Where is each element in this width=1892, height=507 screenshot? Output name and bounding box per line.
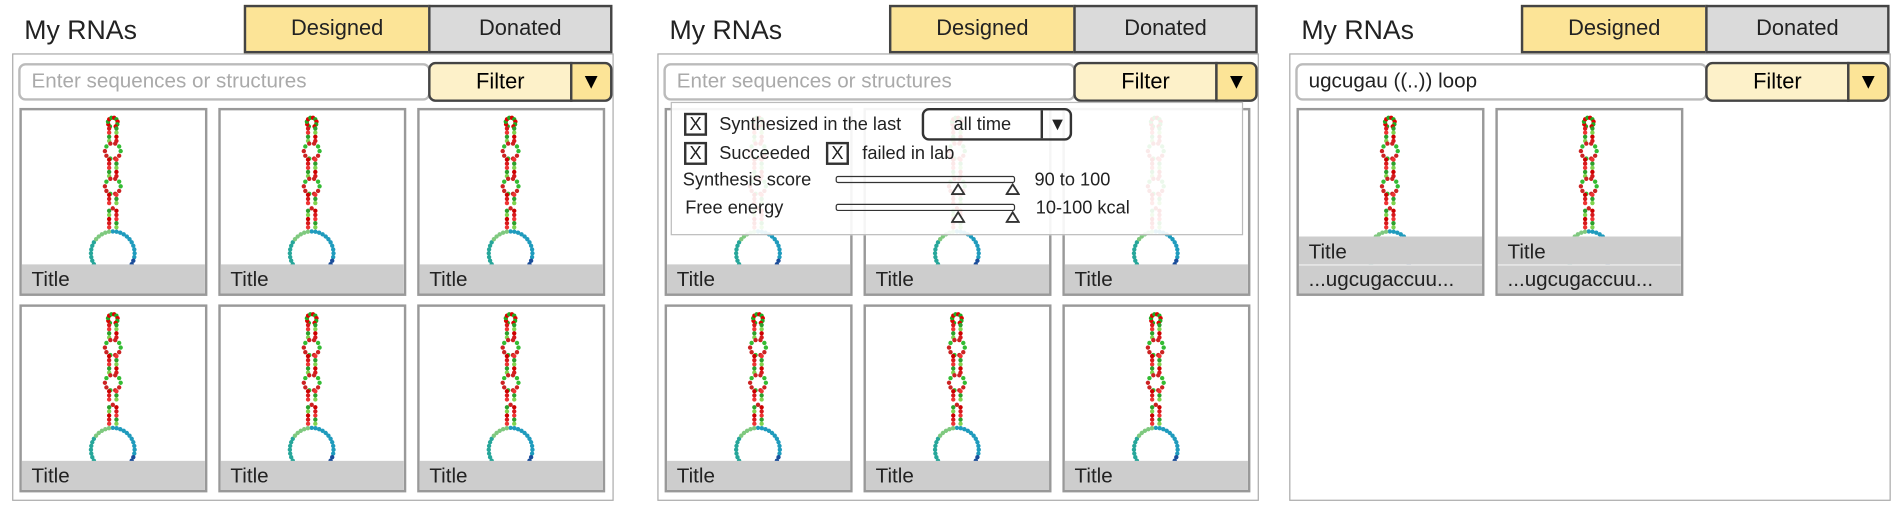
slider-handle[interactable] [1005, 183, 1020, 195]
tab-donated[interactable]: Donated [1705, 4, 1890, 54]
rna-card[interactable]: Title [417, 107, 606, 296]
rna-card[interactable]: Title [218, 107, 407, 296]
panel: My RNAs Designed Donated Enter sequences or… [10, 0, 616, 507]
list-box [1289, 53, 1891, 501]
slider-handle[interactable] [1005, 211, 1020, 223]
rna-structure [287, 312, 336, 467]
card-title: Title [1064, 460, 1248, 490]
checkbox[interactable]: X [684, 112, 708, 136]
card-sequence: ...ugcugaccuu... [1298, 264, 1483, 294]
card-title: Title [419, 264, 603, 294]
panel: My RNAs Designed Donated Enter sequences or… [655, 0, 1261, 507]
search-input[interactable]: Enter sequences or structures [663, 63, 1076, 101]
filter-arrow[interactable]: ▼ [570, 61, 613, 102]
card-title: Title [667, 264, 851, 294]
rna-card[interactable]: Title ...ugcugaccuu... [1296, 107, 1485, 296]
select-arrow: ▼ [1040, 110, 1073, 139]
card-title: Title [865, 460, 1050, 490]
filter-button[interactable]: Filter [1705, 61, 1850, 102]
rna-card[interactable]: Title [1062, 304, 1251, 493]
list-box [12, 53, 614, 501]
rna-structure [88, 115, 137, 271]
panel-title: My RNAs [24, 14, 137, 45]
card-title: Title [21, 264, 205, 294]
search-input[interactable]: ugcugau ((..)) loop [1295, 63, 1708, 101]
search-input[interactable]: Enter sequences or structures [18, 63, 431, 101]
filter-button[interactable]: Filter [1073, 61, 1218, 102]
tab-donated[interactable]: Donated [428, 4, 613, 54]
slider-range: 90 to 100 [1034, 169, 1111, 191]
rna-card[interactable]: Title [417, 304, 606, 493]
label: Succeeded [719, 143, 811, 164]
card-title: Title [21, 460, 205, 490]
card-title: Title [1064, 264, 1248, 294]
slider-handle[interactable] [950, 211, 966, 223]
slider-label: Synthesis score [682, 169, 812, 191]
panel-title: My RNAs [1301, 14, 1414, 45]
rna-structure [1131, 312, 1180, 467]
card-title: Title [1497, 236, 1681, 265]
slider-track[interactable] [835, 203, 1016, 212]
label: failed in lab [862, 143, 955, 164]
card-title: Title [220, 460, 404, 490]
filter-arrow[interactable]: ▼ [1215, 61, 1258, 102]
tab-designed[interactable]: Designed [888, 4, 1076, 54]
checkbox[interactable]: X [684, 141, 708, 165]
card-title: Title [865, 264, 1050, 294]
time-select[interactable]: all time ▼ [921, 107, 1073, 141]
tab-donated[interactable]: Donated [1073, 4, 1258, 54]
card-sequence: ...ugcugaccuu... [1497, 264, 1681, 294]
filter-arrow[interactable]: ▼ [1847, 61, 1890, 102]
tab-designed[interactable]: Designed [243, 4, 431, 54]
rna-structure [88, 312, 137, 467]
panel: My RNAs Designed Donated ugcugau ((..)) loo… [1287, 0, 1892, 507]
slider-handle[interactable] [950, 183, 966, 195]
slider-track[interactable] [835, 175, 1016, 184]
rna-card[interactable]: Title [218, 304, 407, 493]
panel-title: My RNAs [669, 14, 783, 45]
tab-designed[interactable]: Designed [1520, 4, 1708, 54]
label: Synthesized in the last [719, 114, 902, 135]
rna-structure [733, 312, 783, 467]
filter-menu: X Synthesized in the last all time ▼ X Succee… [670, 101, 1244, 236]
rna-structure [486, 115, 535, 271]
list-box [657, 53, 1259, 501]
card-title: Title [667, 460, 851, 490]
rna-card[interactable]: Title [664, 304, 853, 493]
rna-card[interactable]: Title ...ugcugaccuu... [1495, 107, 1684, 296]
slider-label: Free energy [685, 197, 784, 219]
card-title: Title [1298, 236, 1483, 265]
card-title: Title [419, 460, 603, 490]
card-title: Title [220, 264, 404, 294]
rna-structure [287, 115, 336, 271]
slider-range: 10-100 kcal [1035, 197, 1130, 219]
rna-structure [486, 312, 535, 467]
rna-structure [932, 312, 981, 467]
filter-button[interactable]: Filter [428, 61, 573, 102]
select-value: all time [953, 114, 1012, 135]
rna-card[interactable]: Title [19, 304, 208, 493]
rna-card[interactable]: Title [19, 107, 208, 296]
checkbox[interactable]: X [825, 141, 849, 165]
rna-card[interactable]: Title [863, 304, 1052, 493]
